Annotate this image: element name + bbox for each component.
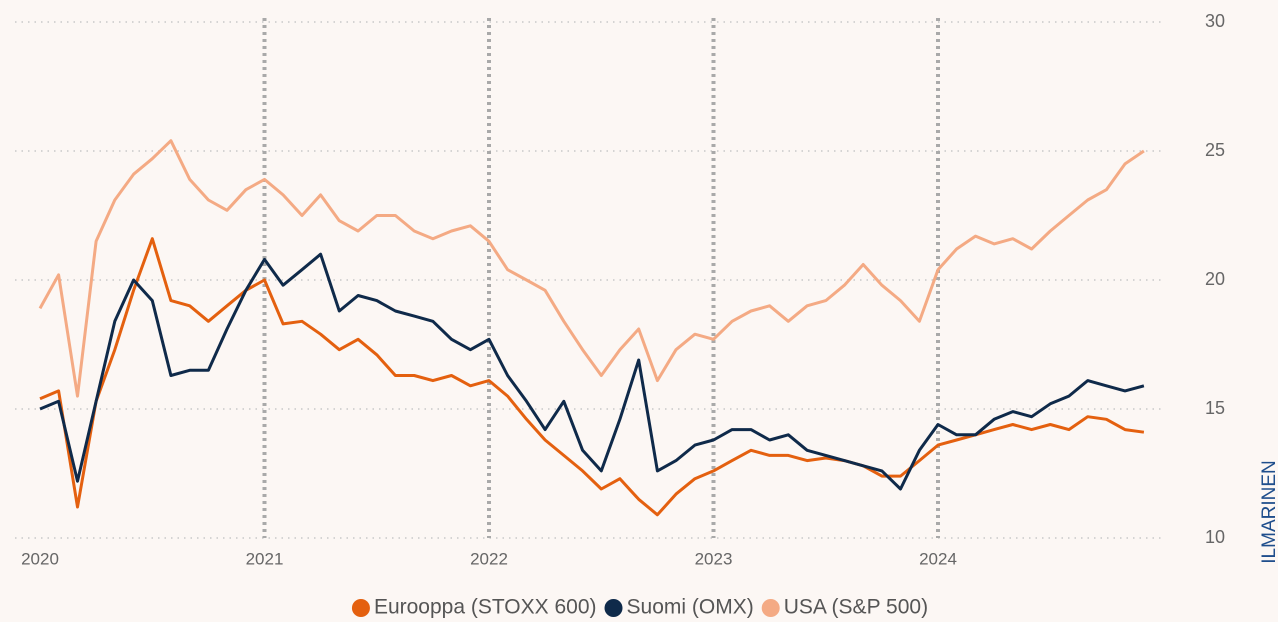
series-line xyxy=(39,252,1145,491)
series-line xyxy=(38,139,1145,398)
x-tick-label: 2023 xyxy=(695,549,733,568)
x-tick-label: 2020 xyxy=(21,549,59,568)
legend-label: USA (S&P 500) xyxy=(784,596,928,619)
legend-label: Suomi (OMX) xyxy=(627,596,754,619)
y-tick-label: 10 xyxy=(1205,527,1225,547)
legend-label: Eurooppa (STOXX 600) xyxy=(374,596,597,619)
y-tick-label: 15 xyxy=(1205,398,1225,418)
y-tick-label: 30 xyxy=(1205,11,1225,31)
y-tick-label: 20 xyxy=(1205,269,1225,289)
watermark: ILMARINEN xyxy=(1259,460,1278,563)
x-tick-label: 2024 xyxy=(919,549,957,568)
y-tick-label: 25 xyxy=(1205,140,1225,160)
series-line xyxy=(39,237,1145,517)
legend-marker xyxy=(604,599,623,617)
legend-marker xyxy=(351,599,370,617)
legend-marker xyxy=(761,599,780,617)
x-tick-label: 2022 xyxy=(470,549,508,568)
x-tick-label: 2021 xyxy=(246,549,284,568)
